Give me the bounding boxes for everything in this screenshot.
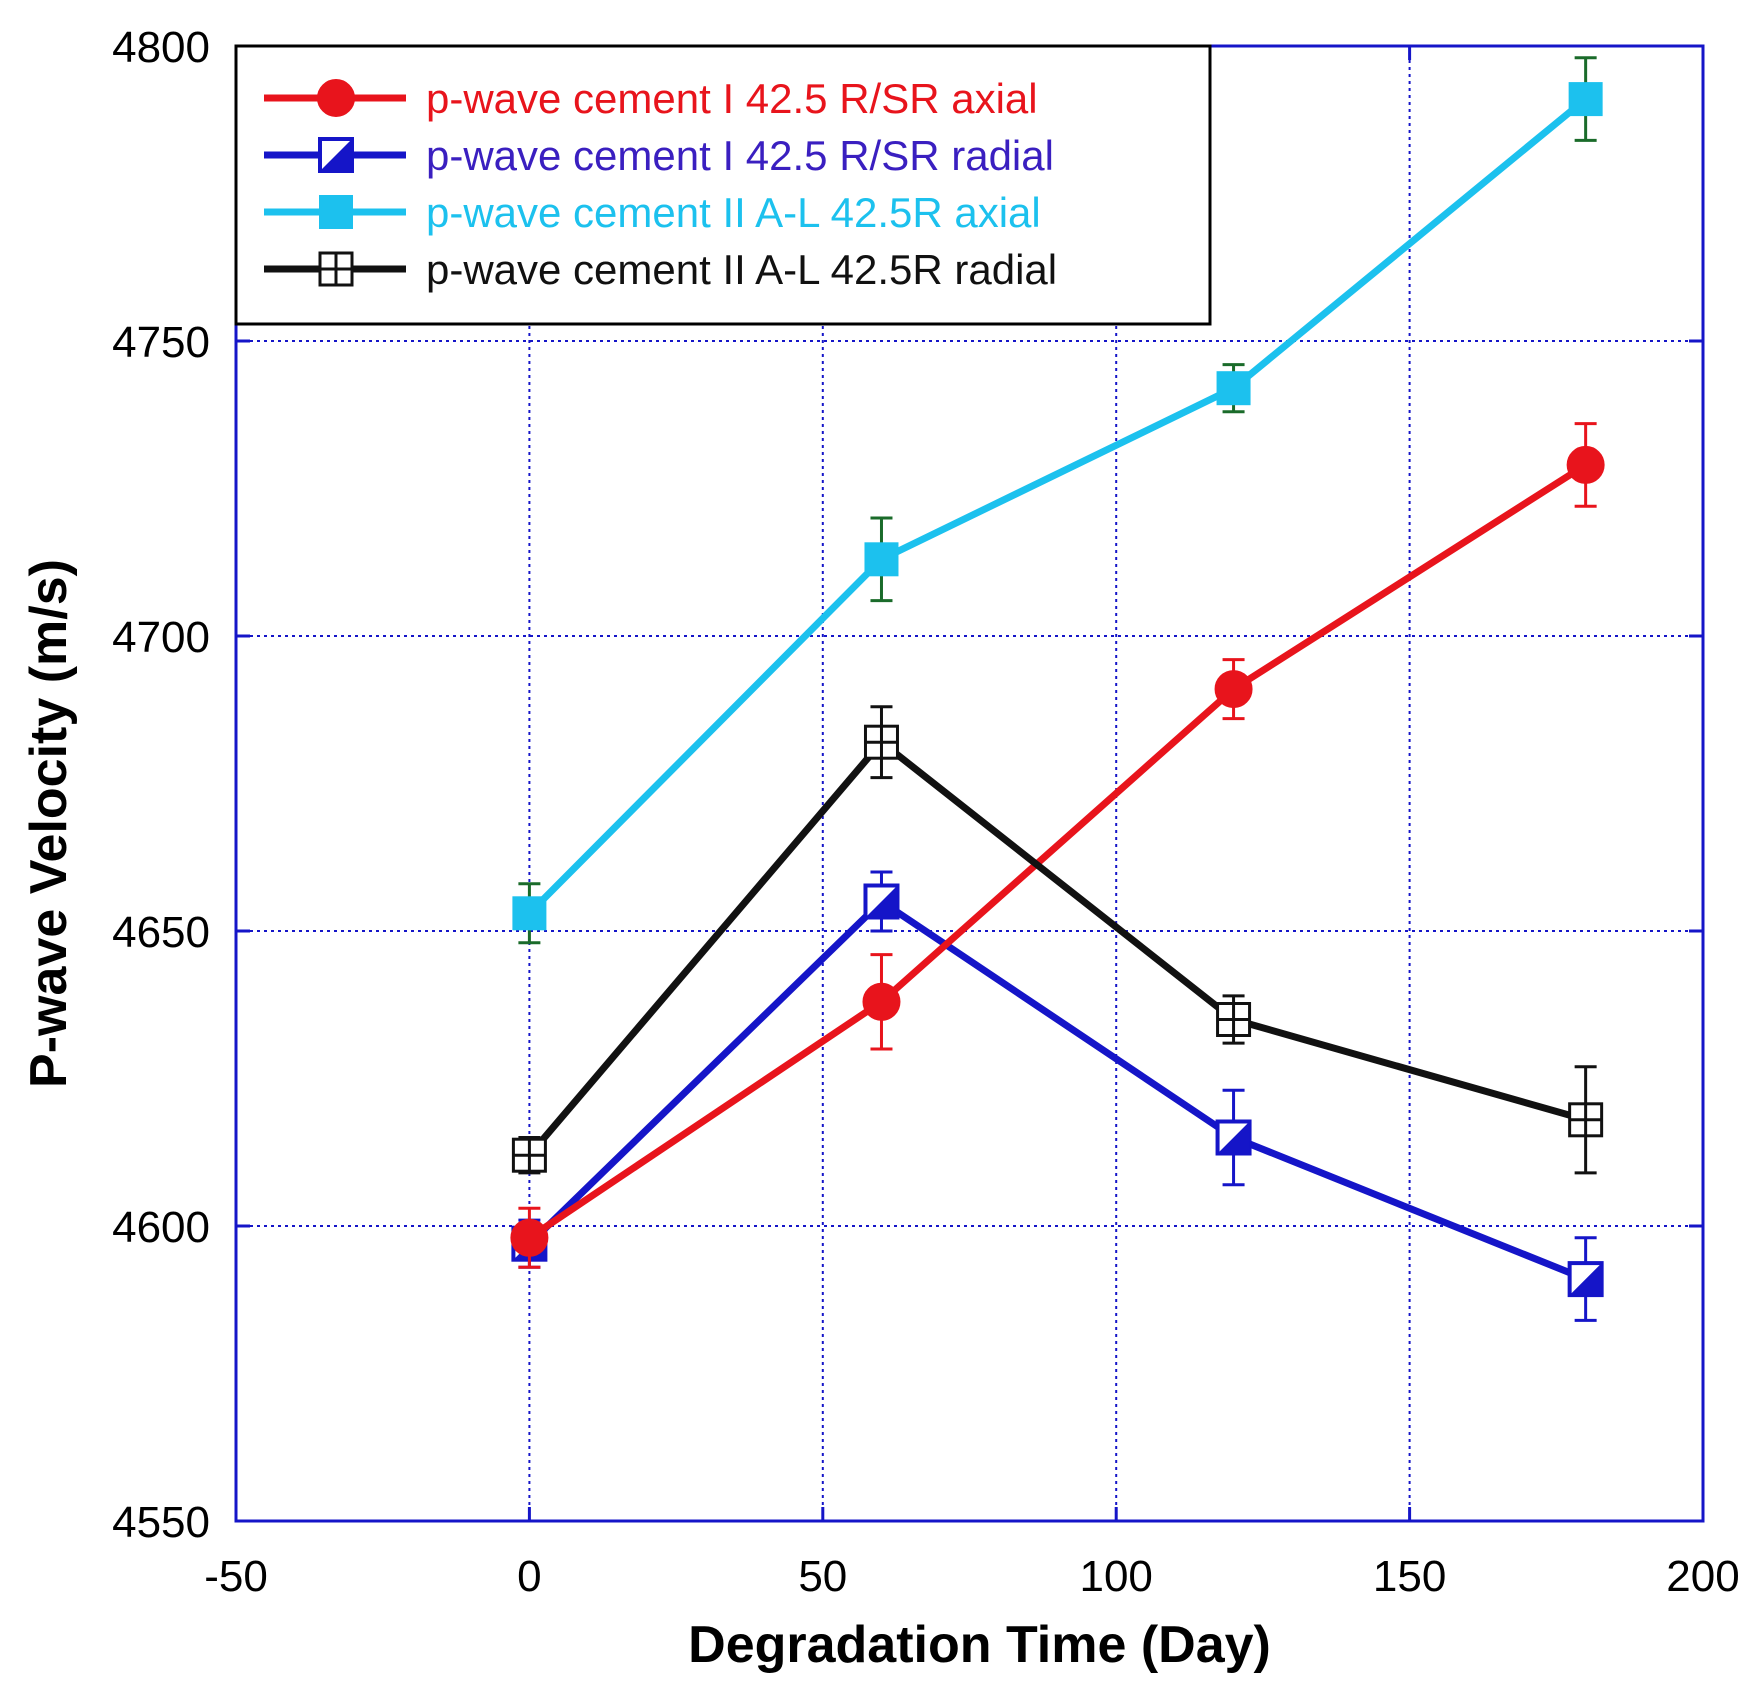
data-point [864,542,899,577]
series-2 [512,56,1603,945]
legend-marker-fill [320,139,352,171]
series-line [526,898,1587,1283]
data-point [863,883,900,920]
legend-label: p-wave cement I 42.5 R/SR axial [426,75,1038,122]
legend-marker [318,251,354,287]
legend-label: p-wave cement II A-L 42.5R axial [426,189,1041,236]
data-point [512,896,547,931]
data-point [862,982,901,1021]
series-line [526,96,1588,916]
series-line [527,461,1588,1241]
y-tick-label: 4750 [112,318,210,367]
data-point-fill [865,885,898,918]
data-point-fill [1569,1263,1602,1296]
x-axis-title: Degradation Time (Day) [688,1616,1271,1674]
y-tick-label: 4600 [112,1203,210,1252]
legend-item-2: p-wave cement II A-L 42.5R axial [264,189,1041,236]
y-tick-label: 4700 [112,613,210,662]
x-tick-label: -50 [204,1552,268,1601]
legend-marker [319,195,353,229]
series-3 [511,705,1604,1175]
legend: p-wave cement I 42.5 R/SR axial p-wave ce… [234,44,1212,326]
series-0 [510,422,1605,1269]
data-point [1216,371,1251,406]
y-tick-label: 4650 [112,908,210,957]
y-tick-label: 4550 [112,1498,210,1547]
legend-label: p-wave cement I 42.5 R/SR radial [426,132,1054,179]
data-point [1216,1002,1252,1037]
legend-marker [317,79,355,117]
legend-item-1: p-wave cement I 42.5 R/SR radial [264,132,1054,179]
x-tick-label: 100 [1079,1552,1152,1601]
series-line [526,738,1587,1158]
data-point [1568,1102,1604,1138]
x-tick-label: 50 [798,1552,847,1601]
data-point [1568,82,1603,117]
data-point [510,1218,549,1257]
legend-box [234,44,1212,326]
data-point [1566,445,1605,484]
x-tick-label: 200 [1666,1552,1739,1601]
data-point [1215,1119,1252,1156]
y-tick-label: 4800 [112,23,210,72]
y-axis-title: P-wave Velocity (m/s) [20,559,78,1088]
data-point [511,1137,547,1173]
legend-marker [318,137,354,173]
data-point-fill [1217,1121,1250,1154]
x-tick-label: 150 [1373,1552,1446,1601]
legend-item-0: p-wave cement I 42.5 R/SR axial [264,75,1038,122]
legend-item-3: p-wave cement II A-L 42.5R radial [264,246,1057,293]
data-point [1567,1261,1604,1298]
data-point [1214,670,1253,709]
x-tick-label: 0 [517,1552,541,1601]
legend-label: p-wave cement II A-L 42.5R radial [426,246,1057,293]
data-point [863,724,899,760]
